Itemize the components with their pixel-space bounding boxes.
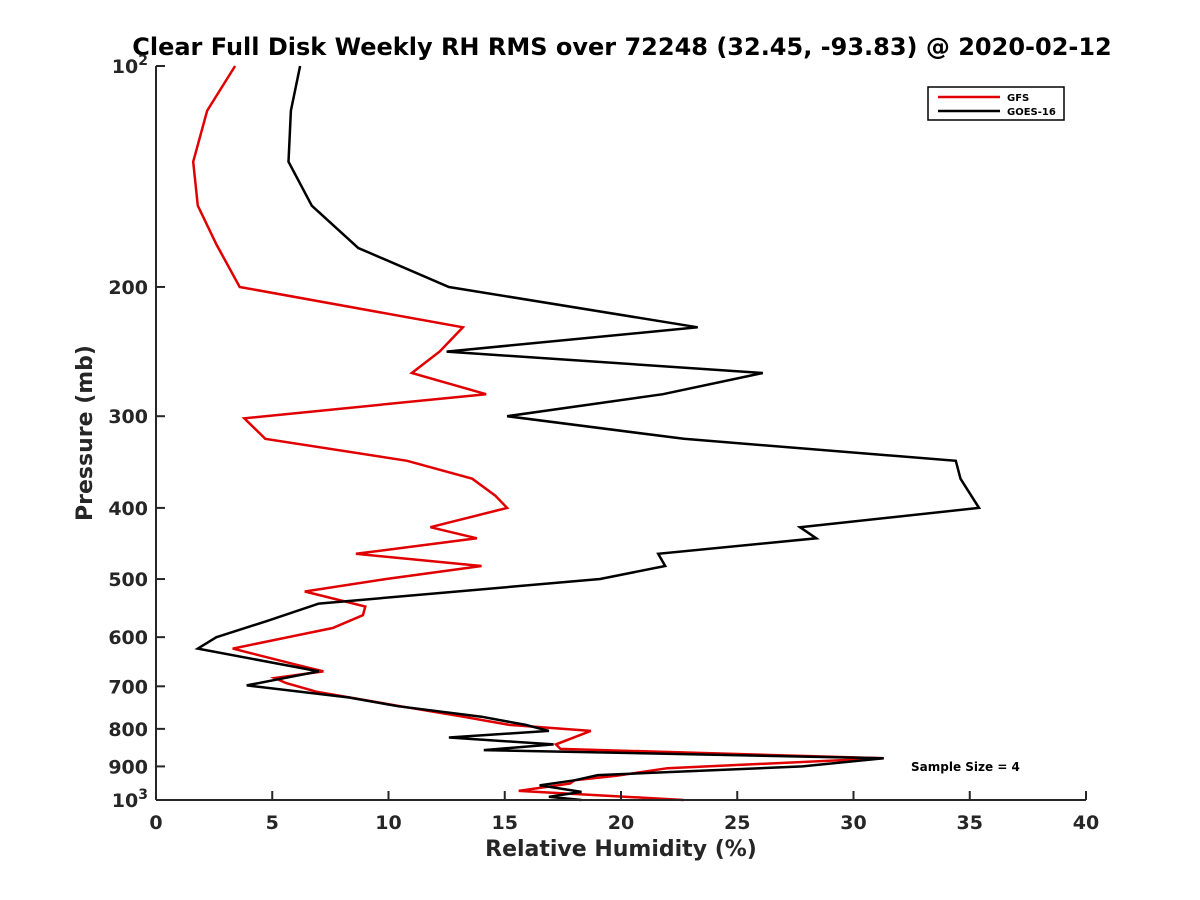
plot-area <box>156 66 1086 800</box>
y-tick-label: 200 <box>108 277 148 299</box>
y-tick-label: 600 <box>108 627 148 649</box>
y-tick-label: 800 <box>108 719 148 741</box>
x-axis-label: Relative Humidity (%) <box>485 837 757 862</box>
x-tick-label: 15 <box>492 812 518 834</box>
x-tick-label: 35 <box>957 812 983 834</box>
series-line-goes16 <box>194 65 982 802</box>
y-tick-label: 500 <box>108 569 148 591</box>
y-tick-label: 900 <box>108 756 148 778</box>
legend: GFS GOES-16 <box>927 86 1065 121</box>
legend-label-goes16: GOES-16 <box>1007 107 1056 118</box>
chart-title: Clear Full Disk Weekly RH RMS over 72248… <box>132 33 1112 61</box>
y-tick-label: 700 <box>108 676 148 698</box>
sample-size-annotation: Sample Size = 4 <box>911 760 1020 774</box>
x-tick-label: 40 <box>1073 812 1099 834</box>
series-layer <box>191 65 982 802</box>
x-tick-label: 0 <box>149 812 162 834</box>
y-tick-label: 300 <box>108 406 148 428</box>
legend-box <box>927 86 1065 121</box>
x-tick-label: 30 <box>840 812 866 834</box>
y-ticks: 102 200 300 400 500 600 700 800 900 103 <box>108 53 165 812</box>
x-tick-label: 20 <box>608 812 634 834</box>
x-tick-label: 5 <box>266 812 279 834</box>
x-tick-label: 10 <box>375 812 401 834</box>
x-ticks: 0 5 10 15 20 25 30 35 40 <box>149 791 1099 834</box>
y-tick-label: 103 <box>112 787 148 812</box>
legend-label-gfs: GFS <box>1007 93 1029 104</box>
y-axis-label: Pressure (mb) <box>73 345 98 521</box>
series-line-gfs <box>191 65 884 802</box>
x-tick-label: 25 <box>724 812 750 834</box>
y-tick-label: 102 <box>112 53 148 78</box>
y-tick-label: 400 <box>108 498 148 520</box>
